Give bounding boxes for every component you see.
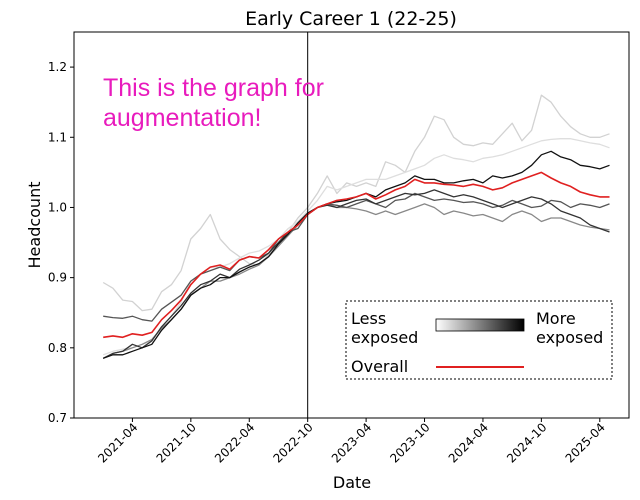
- legend: Less exposed More exposed Overall: [345, 300, 613, 380]
- legend-more-exposed-label: More exposed: [536, 309, 603, 347]
- y-tick-label: 1.0: [48, 200, 67, 214]
- y-tick-label: 1.2: [48, 60, 67, 74]
- y-axis: 0.7 0.8 0.9 1.0 1.1 1.2: [48, 60, 74, 425]
- y-tick-label: 0.8: [48, 341, 67, 355]
- x-tick-label: 2025-04: [563, 420, 608, 465]
- plot-frame: [73, 31, 630, 419]
- x-axis-label: Date: [333, 473, 371, 492]
- x-tick-label: 2023-04: [329, 420, 374, 465]
- y-axis-label: Headcount: [25, 182, 44, 269]
- exposure-series-line: [102, 138, 610, 356]
- annotation-text: This is the graph for augmentation!: [103, 74, 324, 132]
- y-tick-label: 0.9: [48, 271, 67, 285]
- y-tick-label: 0.7: [48, 411, 67, 425]
- exposure-series-line: [103, 192, 610, 322]
- x-tick-label: 2024-04: [446, 420, 491, 465]
- legend-exposure-gradient: [435, 318, 525, 332]
- x-axis: 2021-04 2021-10 2022-04 2022-10 2023-04 2023-…: [95, 418, 608, 466]
- x-tick-label: 2023-10: [387, 420, 432, 465]
- exposure-series-line: [102, 189, 610, 359]
- x-tick-label: 2022-10: [270, 420, 315, 465]
- chart-title: Early Career 1 (22-25): [245, 8, 457, 30]
- legend-less-exposed-label: Less exposed: [351, 309, 418, 347]
- x-tick-label: 2022-04: [212, 420, 257, 465]
- exposure-series-line: [102, 94, 610, 312]
- legend-overall-label: Overall: [351, 357, 408, 376]
- x-tick-label: 2024-10: [504, 420, 549, 465]
- x-tick-label: 2021-10: [154, 420, 199, 465]
- series-layer: [102, 94, 610, 359]
- x-tick-label: 2021-04: [95, 420, 140, 465]
- y-tick-label: 1.1: [48, 130, 67, 144]
- overall-series-line: [103, 171, 610, 339]
